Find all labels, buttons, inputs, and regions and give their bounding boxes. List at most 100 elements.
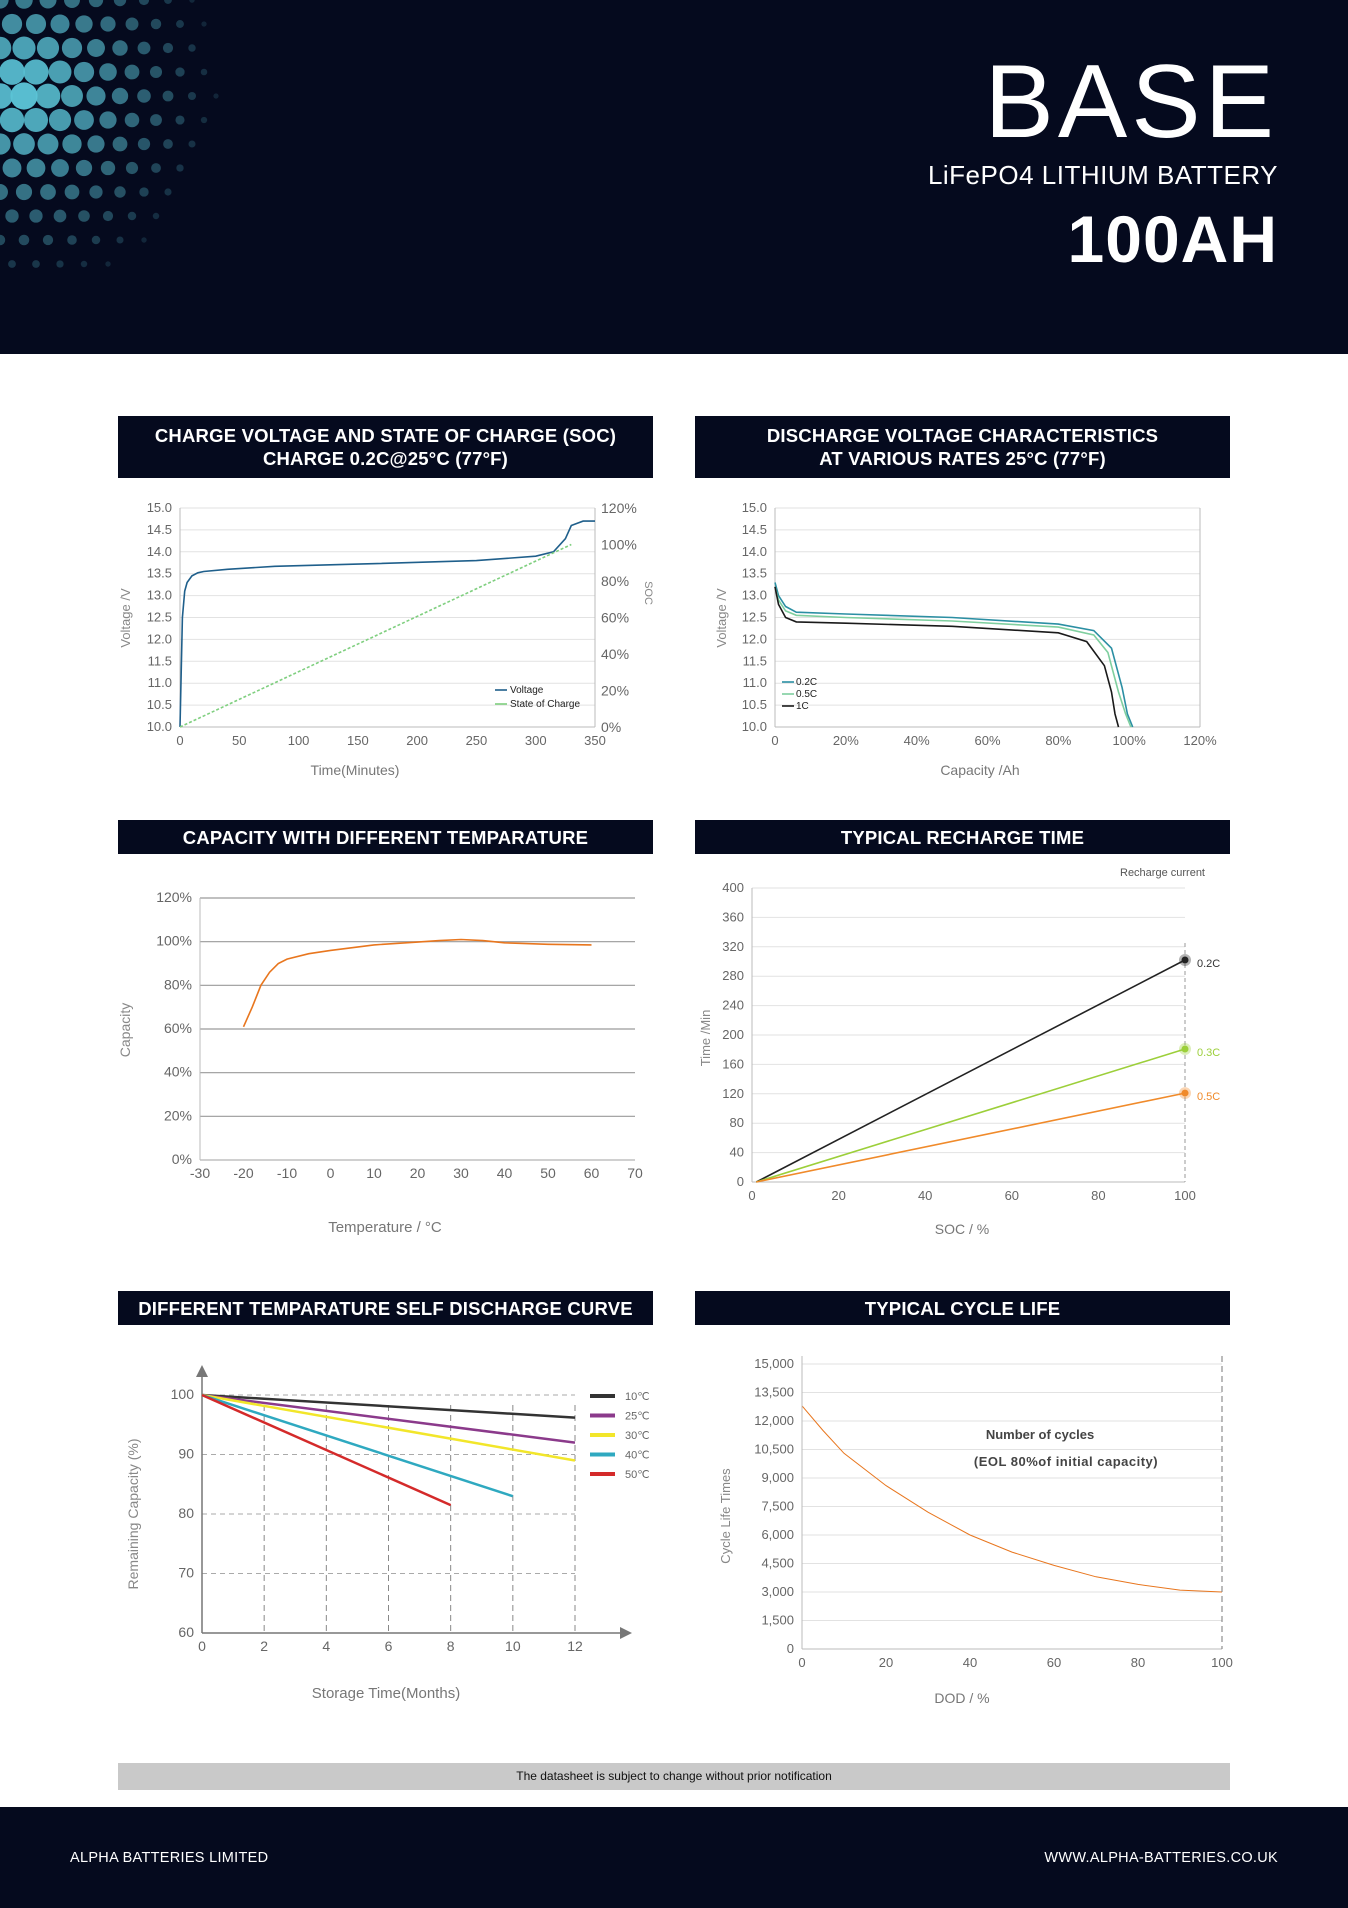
- charge-soc-title: CHARGE VOLTAGE AND STATE OF CHARGE (SOC)…: [118, 416, 653, 478]
- x-tick-label: 10: [505, 1638, 521, 1654]
- legend-label: 50℃: [625, 1469, 650, 1481]
- product-subtitle: LiFePO4 LITHIUM BATTERY: [927, 160, 1278, 190]
- dot: [64, 0, 80, 8]
- x-tick-label: 60: [1047, 1655, 1061, 1670]
- dot: [187, 91, 197, 101]
- dot: [12, 36, 36, 60]
- dot: [67, 235, 77, 245]
- y2-tick-label: 0%: [601, 719, 621, 735]
- x-axis-label: Storage Time(Months): [312, 1685, 460, 1702]
- legend-label: 0.2C: [796, 677, 817, 688]
- dot: [0, 184, 8, 200]
- dot: [0, 107, 25, 133]
- capacity-temp-chart: 0% 20% 40% 60% 80% 100% 120% -30 -20 -10 0 10 20 30 40…: [117, 889, 643, 1236]
- y-tick-label: 7,500: [761, 1499, 794, 1514]
- x-tick-label: 8: [447, 1638, 455, 1654]
- dot: [163, 139, 173, 149]
- y-tick-label: 14.5: [742, 522, 767, 537]
- y-tick-label: 3,000: [761, 1584, 794, 1599]
- y-tick-label: 13.5: [147, 566, 172, 581]
- annotation-line1: Number of cycles: [986, 1427, 1094, 1442]
- x-tick-label: 150: [347, 733, 369, 748]
- series-line-0-2c: [755, 959, 1186, 1183]
- cycle-life-title-text: TYPICAL CYCLE LIFE: [864, 1297, 1061, 1319]
- legend-label: 40℃: [625, 1450, 650, 1462]
- x-axis-label: Time(Minutes): [311, 762, 400, 778]
- dot: [15, 183, 33, 201]
- x-tick-label: -10: [277, 1165, 297, 1181]
- y2-tick-label: 120%: [601, 500, 637, 516]
- y2-tick-label: 20%: [601, 683, 629, 699]
- legend-label: 10℃: [625, 1391, 650, 1403]
- y-axis-label: Capacity: [117, 1003, 133, 1057]
- x-axis-label: DOD / %: [934, 1690, 989, 1706]
- y-axis-label: Voltage /V: [714, 588, 729, 648]
- cycle-life-chart: 0 1,500 3,000 4,500 6,000 7,500 9,000 10,500 12,…: [718, 1356, 1233, 1706]
- y-tick-label: 10.0: [742, 719, 767, 734]
- x-tick-label: 20: [879, 1655, 893, 1670]
- y-tick-label: 6,000: [761, 1527, 794, 1542]
- dot: [152, 212, 160, 220]
- x-tick-label: 100: [1211, 1655, 1233, 1670]
- dot: [176, 20, 184, 28]
- x-tick-label: 0: [798, 1655, 805, 1670]
- y-tick-label: 0: [737, 1174, 744, 1189]
- y-tick-label: 120%: [156, 889, 192, 905]
- dot: [137, 41, 151, 55]
- dot: [112, 136, 128, 152]
- dot: [114, 186, 126, 198]
- dot: [100, 16, 116, 32]
- dot: [36, 36, 60, 60]
- series-line-cycle-life: [801, 1405, 1223, 1593]
- dot: [26, 158, 46, 178]
- dot: [0, 234, 6, 246]
- y-axis-label: Cycle Life Times: [718, 1468, 733, 1564]
- dot: [91, 235, 101, 245]
- x-tick-label: 0: [748, 1188, 755, 1203]
- x-tick-label: 40: [918, 1188, 932, 1203]
- dot: [78, 210, 90, 222]
- series-line-0-3c: [756, 1048, 1186, 1183]
- dot: [0, 83, 13, 109]
- dot: [15, 0, 33, 9]
- y-tick-label: 10,500: [754, 1442, 794, 1457]
- y-tick-label: 80: [730, 1115, 744, 1130]
- x-tick-label: 0: [327, 1165, 335, 1181]
- x-tick-label: 60: [584, 1165, 600, 1181]
- x-axis-arrow-icon: [620, 1627, 632, 1639]
- y-tick-label: 360: [722, 909, 744, 924]
- dot: [23, 59, 49, 85]
- endpoint-marker: [1181, 1089, 1189, 1097]
- y-tick-label: 200: [722, 1027, 744, 1042]
- series-line-1c: [774, 586, 1120, 728]
- series-line-0-5c: [756, 1092, 1186, 1183]
- x-tick-label: 80%: [1045, 733, 1071, 748]
- dot: [64, 184, 80, 200]
- cycle-life-title: TYPICAL CYCLE LIFE: [695, 1291, 1230, 1325]
- x-axis-label: SOC / %: [935, 1221, 989, 1237]
- x-tick-label: 100%: [1113, 733, 1147, 748]
- recharge-title: TYPICAL RECHARGE TIME: [695, 820, 1230, 854]
- footer: ALPHA BATTERIES LIMITED WWW.ALPHA-BATTER…: [0, 1807, 1348, 1908]
- y-tick-label: 60%: [164, 1020, 192, 1036]
- y-tick-label: 14.0: [147, 544, 172, 559]
- charge-soc-title-line1: CHARGE VOLTAGE AND STATE OF CHARGE (SOC): [154, 425, 617, 446]
- series-label: 0.2C: [1197, 958, 1220, 970]
- y-tick-label: 60: [178, 1624, 194, 1640]
- footer-website[interactable]: WWW.ALPHA-BATTERIES.CO.UK: [1044, 1850, 1278, 1866]
- y-tick-label: 4,500: [761, 1556, 794, 1571]
- y-tick-label: 11.0: [148, 675, 172, 690]
- x-tick-label: 40%: [904, 733, 930, 748]
- y-tick-label: 120: [722, 1086, 744, 1101]
- dot: [61, 37, 83, 59]
- dot: [162, 42, 174, 54]
- dot: [8, 260, 16, 268]
- legend-label: 25℃: [625, 1411, 650, 1423]
- x-tick-label: 30: [453, 1165, 469, 1181]
- dot: [29, 209, 43, 223]
- discharge-title-line2: AT VARIOUS RATES 25°C (77°F): [819, 448, 1106, 469]
- self-discharge-title-text: DIFFERENT TEMPARATURE SELF DISCHARGE CUR…: [138, 1297, 633, 1319]
- series-line-30-: [201, 1393, 576, 1462]
- dot: [48, 108, 72, 132]
- dot: [176, 164, 184, 172]
